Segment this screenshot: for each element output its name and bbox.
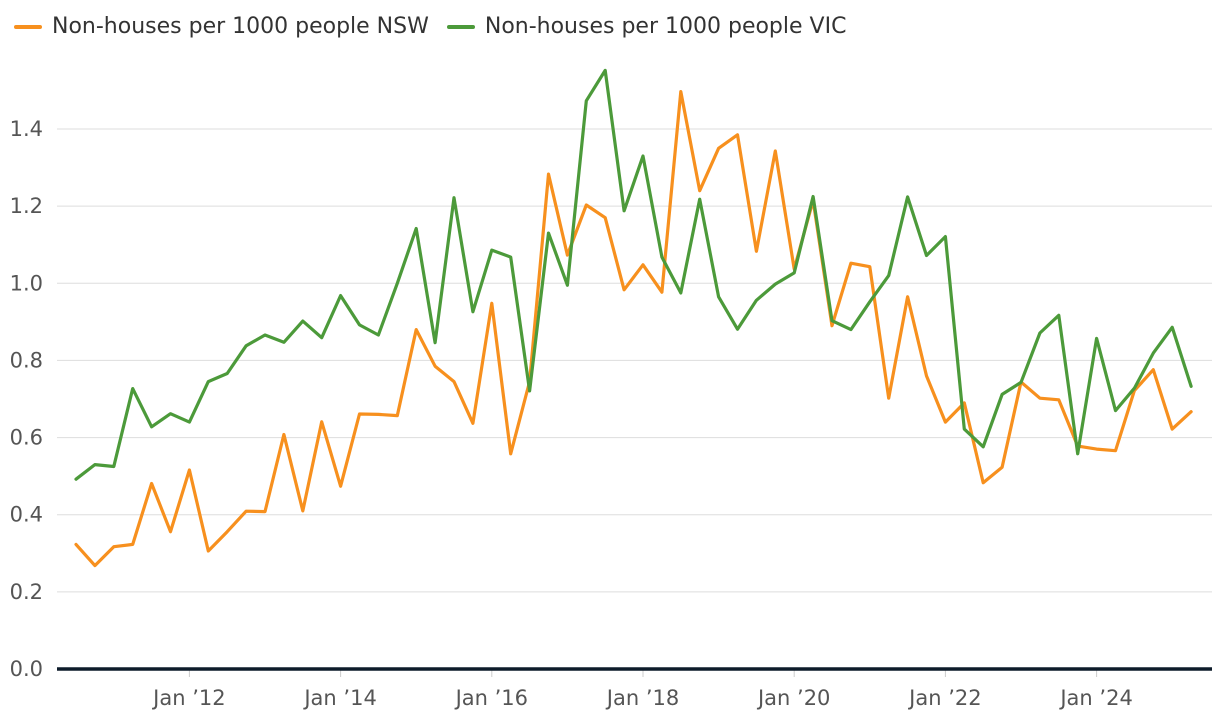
- x-tick-label: Jan ’18: [605, 686, 679, 710]
- y-tick-label: 1.2: [10, 194, 43, 218]
- legend-swatch-nsw: [14, 24, 42, 29]
- legend: Non-houses per 1000 people NSW Non-house…: [14, 14, 864, 39]
- y-tick-label: 1.4: [10, 117, 43, 141]
- y-tick-label: 0.8: [10, 348, 43, 372]
- y-tick-label: 0.6: [10, 426, 43, 450]
- x-tick-label: Jan ’22: [907, 686, 981, 710]
- series-line-vic: [74, 68, 1193, 481]
- x-tick-label: Jan ’16: [454, 686, 528, 710]
- legend-item-nsw[interactable]: Non-houses per 1000 people NSW: [14, 14, 429, 39]
- legend-item-vic[interactable]: Non-houses per 1000 people VIC: [446, 14, 847, 39]
- y-tick-label: 1.0: [10, 271, 43, 295]
- x-tick-label: Jan ’12: [151, 686, 225, 710]
- y-tick-label: 0.0: [10, 657, 43, 681]
- series-line-nsw: [74, 89, 1193, 568]
- x-tick-label: Jan ’24: [1058, 686, 1132, 710]
- x-tick-label: Jan ’14: [302, 686, 376, 710]
- y-tick-label: 0.4: [10, 503, 43, 527]
- legend-swatch-vic: [446, 24, 475, 29]
- y-tick-label: 0.2: [10, 580, 43, 604]
- legend-label-vic: Non-houses per 1000 people VIC: [484, 14, 847, 39]
- legend-label-nsw: Non-houses per 1000 people NSW: [52, 14, 429, 39]
- x-tick-label: Jan ’20: [756, 686, 830, 710]
